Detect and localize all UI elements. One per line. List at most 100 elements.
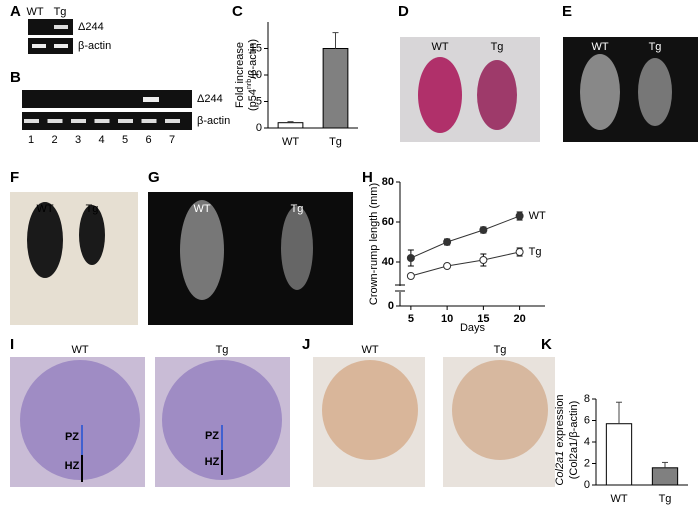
label: WT [361,344,378,356]
bar [651,467,679,486]
label: Tg [649,41,662,53]
band [24,119,39,123]
label: 7 [169,134,175,146]
photo-subject [180,200,224,300]
label: WT [591,41,608,53]
label: WT [26,6,43,18]
point [443,238,452,246]
photo-subject [79,205,105,265]
label: 10 [250,69,262,81]
band-group [24,119,180,123]
label: WT [610,493,627,505]
y-axis-label: Col2a1 expression [554,394,566,485]
label: 5 [408,313,414,325]
label: HZ [205,456,220,468]
gel-lane-strip [28,19,73,35]
bar [277,122,304,129]
label: 3 [75,134,81,146]
label: β-actin [197,115,230,127]
bar [605,423,633,486]
point [406,272,415,280]
label: 6 [145,134,151,146]
photo-subject [162,360,282,480]
label: 15 [250,42,262,54]
label: WT [36,203,53,215]
label: Tg [291,203,304,215]
label: β-actin [78,40,111,52]
photo-subject [638,58,672,126]
band [143,97,159,102]
panel-letter: J [302,336,310,353]
photo-subject [580,54,620,130]
label: 10 [441,313,453,325]
bar [322,48,349,129]
label: Tg [54,6,67,18]
point [515,248,524,256]
label: Tg [494,344,507,356]
gel-lane-strip [28,38,73,54]
label: WT [71,344,88,356]
y-axis-label-part: expression [554,394,566,450]
label: Tg [86,203,99,215]
photo-subject [20,360,140,480]
label: 15 [477,313,489,325]
band [165,119,180,123]
y-axis-label-part: nrb [246,79,253,89]
point [479,226,488,234]
panel-letter: E [562,3,572,20]
gel-strip [22,90,192,108]
panel-letter: D [398,3,409,20]
band [94,119,110,123]
y-axis-label-part: (p54 [247,89,259,111]
label: 20 [514,313,526,325]
photo [148,192,353,325]
legend-label: WT [529,210,546,222]
y-axis-label: (p54nrb/β-actin) [246,39,259,111]
label: 8 [584,393,590,405]
label: Tg [659,493,672,505]
label: 6 [584,414,590,426]
label: 1 [28,134,34,146]
label: 4 [98,134,104,146]
panel-letter: K [541,336,552,353]
band [71,119,86,123]
label: Tg [491,41,504,53]
y-axis-label: Fold increase [234,42,246,108]
label: 80 [382,176,394,188]
y-axis-label: (Col2a1/β-actin) [568,401,580,479]
label: Δ244 [78,21,104,33]
label: WT [282,136,299,148]
label: 60 [382,216,394,228]
label: 2 [584,457,590,469]
label: PZ [65,431,79,443]
y-axis-label-part: /β-actin) [247,39,259,79]
label: 4 [584,436,590,448]
panel-letter: B [10,69,21,86]
label: 0 [256,122,262,134]
label: Tg [216,344,229,356]
label: 5 [256,95,262,107]
y-axis-label-part: Col2a1 [554,451,566,486]
label: 2 [51,134,57,146]
photo-subject [281,206,313,290]
band [141,119,157,123]
point [479,256,488,264]
label: Days [460,322,486,334]
series-line [410,251,520,277]
panel-letter: G [148,169,160,186]
photo [10,192,138,325]
label: 40 [382,256,394,268]
panel-letter: A [10,3,21,20]
label: HZ [65,460,80,472]
label: 0 [584,479,590,491]
y-axis-label: Crown-rump length (mm) [368,183,380,305]
label: 0 [388,300,394,312]
point [443,262,452,270]
band [54,44,68,48]
label: Tg [329,136,342,148]
label: WT [193,203,210,215]
panel-letter: F [10,169,19,186]
photo-subject [452,360,548,460]
panel-letter: C [232,3,243,20]
